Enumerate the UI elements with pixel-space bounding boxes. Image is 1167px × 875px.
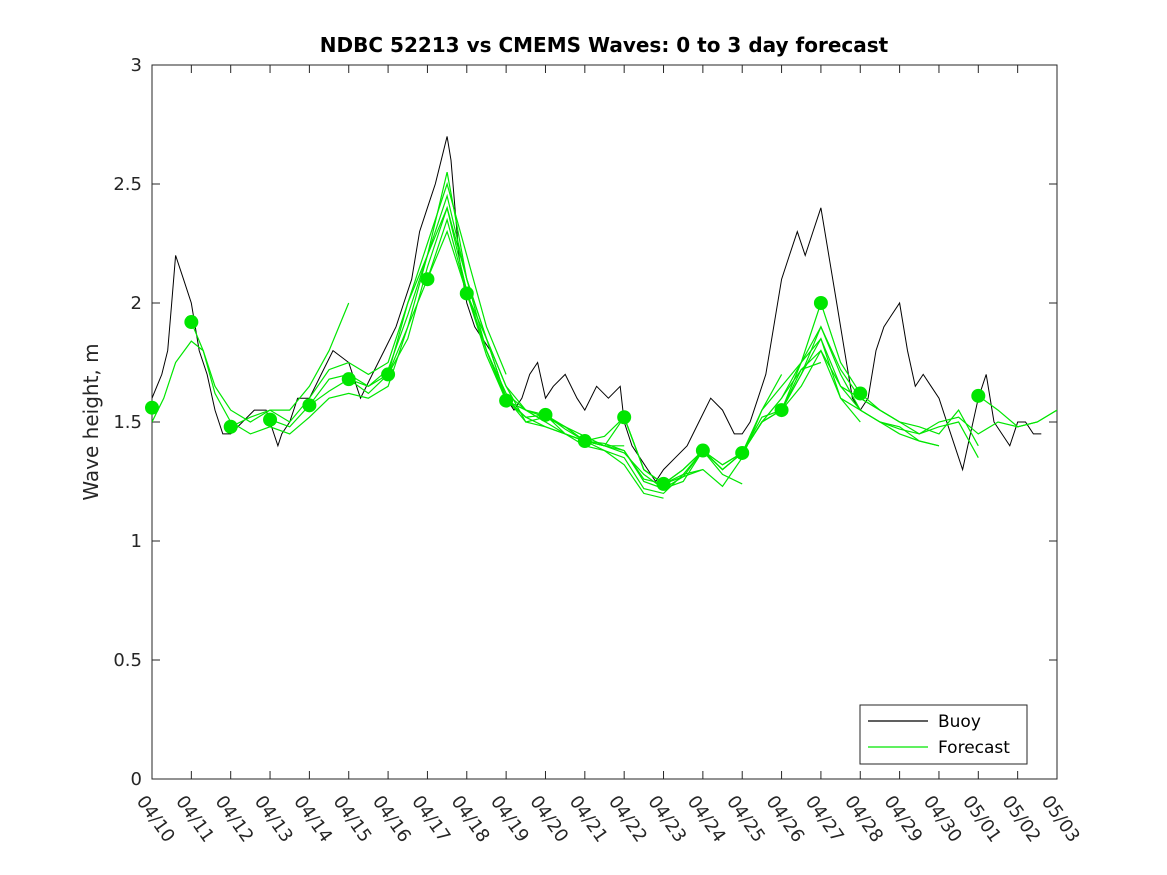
x-tick-label: 04/13	[250, 792, 297, 847]
buoy-series-line	[152, 136, 1042, 483]
forecast-run-line	[545, 361, 822, 485]
x-tick-label: 04/12	[211, 792, 258, 847]
x-tick-label: 04/25	[722, 792, 769, 847]
forecast-run-line	[190, 302, 350, 423]
x-tick-label: 04/11	[171, 792, 218, 847]
forecast-marker	[577, 434, 592, 449]
forecast-marker	[341, 372, 356, 387]
forecast-marker	[302, 398, 317, 413]
forecast-marker	[184, 315, 199, 330]
forecast-marker	[459, 286, 474, 301]
x-tick-label: 04/27	[801, 792, 848, 847]
forecast-marker	[538, 407, 553, 422]
x-tick-label: 05/03	[1037, 792, 1084, 847]
x-tick-label: 04/18	[447, 792, 494, 847]
forecast-marker	[656, 476, 671, 491]
x-tick-label: 04/30	[919, 792, 966, 847]
forecast-marker	[145, 400, 159, 415]
x-tick-label: 04/20	[525, 792, 572, 847]
x-tick-label: 04/21	[565, 792, 612, 847]
x-tick-label: 04/29	[880, 792, 927, 847]
forecast-marker	[735, 445, 750, 460]
x-tick-label: 05/02	[998, 792, 1045, 847]
x-tick-label: 05/01	[958, 792, 1005, 847]
forecast-run-line	[781, 349, 979, 458]
x-tick-label: 04/15	[329, 792, 376, 847]
forecast-run-line	[348, 217, 625, 447]
forecast-marker	[223, 419, 238, 434]
x-tick-label: 04/24	[683, 792, 730, 847]
y-tick-label: 0	[131, 769, 142, 790]
x-tick-label: 04/10	[132, 792, 179, 847]
legend-buoy-label: Buoy	[938, 712, 981, 732]
forecast-marker	[774, 403, 789, 418]
legend: Buoy Forecast	[859, 704, 1028, 765]
y-tick-label: 1	[131, 531, 142, 552]
forecast-run-line	[505, 374, 783, 485]
x-tick-label: 04/23	[643, 792, 690, 847]
x-tick-label: 04/28	[840, 792, 887, 847]
forecast-run-line	[741, 337, 940, 454]
forecast-marker	[695, 443, 710, 458]
y-tick-label: 0.5	[113, 650, 142, 671]
y-tick-label: 2	[131, 293, 142, 314]
y-tick-label: 3	[131, 55, 142, 76]
y-tick-label: 1.5	[113, 412, 142, 433]
forecast-marker	[499, 393, 514, 408]
forecast-marker	[617, 410, 632, 425]
x-tick-label: 04/14	[289, 792, 336, 847]
x-tick-label: 04/26	[761, 792, 808, 847]
x-tick-label: 04/16	[368, 792, 415, 847]
forecast-marker	[853, 386, 868, 401]
forecast-marker	[420, 272, 435, 287]
y-tick-label: 2.5	[113, 174, 142, 195]
x-tick-label: 04/19	[486, 792, 533, 847]
legend-box	[859, 704, 1028, 765]
forecast-marker	[813, 296, 828, 310]
forecast-marker	[971, 388, 986, 403]
forecast-marker	[263, 412, 278, 427]
x-tick-label: 04/22	[604, 792, 651, 847]
forecast-run-line	[663, 325, 940, 485]
chart-title: NDBC 52213 vs CMEMS Waves: 0 to 3 day fo…	[320, 33, 889, 57]
legend-forecast-label: Forecast	[938, 738, 1010, 758]
forecast-run-line	[309, 193, 586, 442]
x-tick-label: 04/17	[407, 792, 454, 847]
forecast-run-line	[977, 395, 1057, 428]
forecast-marker	[381, 367, 396, 382]
forecast-run-line	[230, 181, 507, 428]
axes-frame	[151, 64, 1058, 780]
forecast-run-line	[426, 229, 704, 495]
y-axis-label: Wave height, m	[79, 343, 103, 500]
